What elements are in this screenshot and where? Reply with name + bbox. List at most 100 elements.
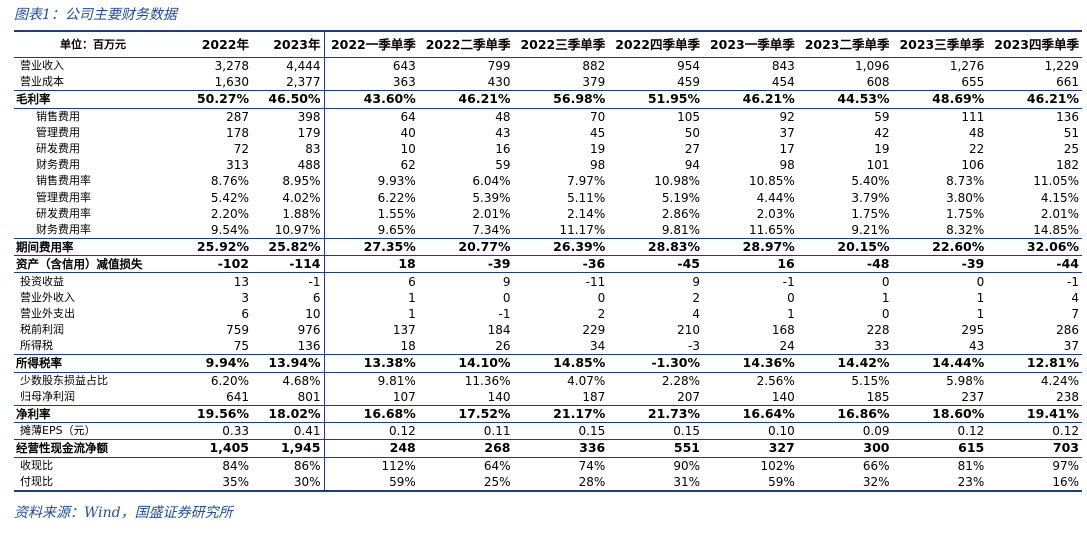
cell: 287 (226, 109, 249, 124)
table-row: 研发费用率 2.20% 1.88% 1.55% 2.01% 2.14% 2.86% 2.03%… (14, 205, 1082, 222)
cell: 3,278 (214, 59, 249, 74)
cell: 10.98% (654, 174, 700, 189)
cell: 454 (771, 75, 795, 90)
row-label: 管理费用 (36, 125, 80, 139)
cell: 6.04% (472, 174, 511, 189)
cell: 2,377 (252, 74, 325, 91)
cell: 13.38% (324, 354, 419, 373)
table-row: 期间费用率 25.92% 25.82% 27.35% 20.77% 26.39% 28.83… (14, 238, 1082, 257)
cell: 20.15% (797, 238, 893, 257)
cell: 210 (677, 323, 700, 338)
column-header: 2022一季单季 (324, 32, 419, 58)
cell: 94 (684, 158, 700, 173)
column-header: 2023二季单季 (797, 32, 893, 58)
cell: 4.15% (1040, 190, 1079, 205)
cell: 703 (987, 439, 1082, 458)
cell: 137 (392, 323, 416, 338)
cell: 46.50% (252, 90, 325, 109)
cell: 608 (866, 75, 890, 90)
cell: 179 (252, 124, 325, 141)
cell: 2.56% (756, 373, 795, 388)
cell: 86% (252, 457, 325, 474)
cell: -1 (782, 274, 795, 289)
cell: 6 (241, 306, 249, 321)
cell: 976 (252, 322, 325, 339)
cell: 799 (487, 59, 511, 74)
cell: 661 (1056, 75, 1079, 90)
cell: 17.52% (418, 404, 514, 424)
column-header: 2022年 (172, 32, 252, 58)
cell: 18.60% (892, 404, 988, 424)
cell: 398 (252, 108, 325, 125)
title: 图表1：公司主要财务数据 (14, 7, 177, 23)
row-label: 收现比 (20, 458, 53, 472)
cell: 98 (779, 158, 795, 173)
cell: 70 (589, 109, 606, 124)
cell: 379 (582, 75, 606, 90)
cell: 45 (589, 125, 606, 140)
cell: 248 (324, 439, 419, 458)
cell: 615 (892, 439, 988, 458)
row-label: 所得税 (20, 339, 53, 353)
cell: 136 (252, 338, 325, 355)
cell: 5.11% (567, 190, 606, 205)
cell: 13.94% (252, 354, 325, 373)
cell: 75 (233, 339, 249, 354)
cell: 44.53% (797, 90, 893, 109)
cell: -39 (892, 255, 988, 274)
cell: 111 (961, 109, 985, 124)
cell: 641 (226, 389, 249, 404)
cell: 0 (787, 290, 795, 305)
cell: 33 (874, 339, 890, 354)
cell: 0.10 (768, 424, 795, 439)
cell: 31% (673, 474, 700, 489)
cell: 1.55% (377, 206, 416, 221)
row-label: 营业成本 (20, 75, 64, 89)
cell: 26.39% (513, 238, 609, 257)
cell: 34 (589, 339, 606, 354)
cell: 488 (252, 157, 325, 174)
table-row: 归母净利润 641 801 107 140 187 207 140 185 237 238 (14, 388, 1082, 406)
cell: 6 (408, 274, 416, 289)
cell: 48.69% (892, 90, 988, 109)
cell: 20.77% (418, 238, 514, 257)
cell: 18 (400, 339, 416, 354)
row-label: 资产（含信用）减值损失 (14, 255, 172, 274)
cell: 28.97% (703, 238, 798, 257)
cell: 7.97% (567, 174, 606, 189)
cell: 4.68% (252, 372, 325, 389)
cell: 2.14% (567, 206, 606, 221)
table-row: 营业外收入 3 6 1 0 0 2 0 1 1 4 (14, 289, 1082, 306)
cell: 5.39% (472, 190, 511, 205)
cell: 35% (222, 474, 249, 489)
cell: 1 (881, 290, 890, 305)
table-row: 投资收益 13 -1 6 9 -11 9 -1 0 0 -1 (14, 272, 1082, 290)
cell: 1,096 (855, 59, 890, 74)
table-row: 税前利润 759 976 137 184 229 210 168 228 295 286 (14, 322, 1082, 339)
cell: 21.17% (513, 404, 609, 424)
cell: 66% (862, 458, 890, 473)
column-header: 2022二季单季 (418, 32, 514, 58)
cell: 28% (578, 474, 606, 489)
cell: 0.11 (483, 424, 511, 439)
table-frame: 单位：百万元 2022年 2023年 2022一季单季 2022二季单季 2022三季单季… (14, 30, 1082, 492)
cell: 2.03% (756, 206, 795, 221)
row-label: 少数股东损益占比 (20, 373, 108, 387)
row-label: 管理费用率 (36, 190, 91, 204)
cell: 14.85% (513, 354, 609, 373)
cell: 8.95% (252, 173, 325, 190)
table-row: 管理费用 178 179 40 43 45 50 37 42 48 51 (14, 124, 1082, 141)
cell: 2.20% (210, 206, 249, 221)
cell: 23% (957, 474, 985, 489)
cell: 0.09 (862, 424, 890, 439)
cell: 0.12 (957, 424, 985, 439)
cell: 102% (760, 458, 795, 473)
cell: 24 (779, 339, 795, 354)
table-row: 经营性现金流净额 1,405 1,945 248 268 336 551 327 300 615 7… (14, 439, 1082, 458)
cell: 48 (968, 125, 985, 140)
cell: 2.86% (661, 206, 700, 221)
header-row: 单位：百万元 2022年 2023年 2022一季单季 2022二季单季 2022三季单季… (14, 32, 1082, 58)
table-row: 摊薄EPS（元） 0.33 0.41 0.12 0.11 0.15 0.15 0.10 0.09… (14, 422, 1082, 440)
cell: 882 (582, 59, 606, 74)
cell: 336 (513, 439, 609, 458)
